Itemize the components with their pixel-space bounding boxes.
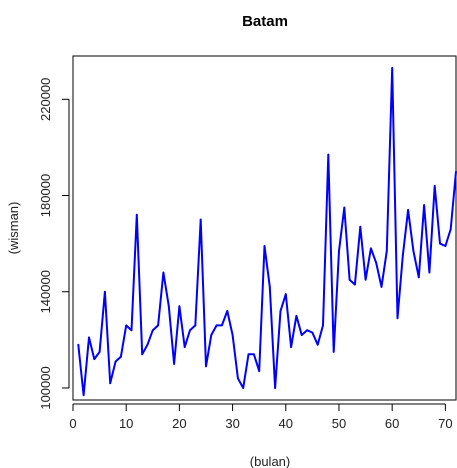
data-point [263, 245, 266, 247]
data-point [237, 377, 239, 380]
x-tick-label: 70 [438, 416, 452, 431]
data-point [396, 317, 399, 320]
data-point [146, 343, 149, 346]
series-line [77, 67, 457, 397]
data-point [439, 242, 441, 245]
series-layer [77, 67, 457, 397]
x-tick-label: 0 [69, 416, 76, 431]
data-point [449, 228, 452, 231]
data-point [354, 283, 356, 286]
data-point [433, 185, 436, 187]
data-point [322, 324, 324, 327]
y-tick-label: 100000 [38, 366, 53, 409]
data-point [311, 331, 314, 334]
data-point [407, 209, 410, 211]
data-point [167, 305, 170, 308]
data-point [178, 305, 181, 308]
data-point [88, 336, 90, 339]
data-point [444, 245, 447, 247]
x-tick-label: 30 [225, 416, 239, 431]
plot-frame [72, 55, 457, 401]
data-point [199, 218, 202, 221]
y-axis: 100000 140000 180000 220000 [38, 78, 70, 410]
data-point [114, 360, 117, 363]
data-point [274, 387, 277, 389]
data-point [210, 334, 213, 336]
data-point [369, 247, 372, 250]
data-point [82, 394, 85, 397]
x-axis: 0 10 20 30 40 50 60 70 [69, 403, 453, 431]
chart-title: Batam [242, 13, 288, 30]
data-point [348, 278, 351, 281]
data-point [135, 213, 138, 216]
data-point [98, 350, 101, 353]
data-point [157, 324, 160, 327]
data-point [279, 310, 282, 312]
data-point [401, 254, 404, 257]
data-point [375, 261, 378, 264]
data-point [343, 206, 346, 209]
data-point [130, 329, 133, 332]
data-point [412, 249, 415, 252]
data-point [109, 382, 112, 385]
x-axis-label: (bulan) [250, 454, 290, 468]
data-point [327, 153, 330, 156]
data-point [119, 355, 122, 358]
data-point [359, 225, 362, 228]
x-tick-label: 10 [119, 416, 133, 431]
data-point [125, 324, 128, 327]
data-point [162, 271, 165, 274]
data-point [151, 329, 154, 332]
data-point [385, 249, 388, 252]
data-point [215, 324, 218, 327]
data-point [306, 329, 308, 332]
y-tick-label: 220000 [38, 78, 53, 121]
data-point [104, 290, 106, 293]
data-point [205, 365, 207, 368]
data-point [455, 170, 457, 173]
data-point [316, 343, 319, 346]
data-point [290, 346, 292, 348]
y-tick-label: 180000 [38, 174, 53, 217]
data-point [284, 293, 287, 296]
data-point [268, 286, 271, 288]
data-point [258, 370, 261, 373]
data-point [242, 387, 245, 389]
x-tick-label: 40 [279, 416, 293, 431]
data-point [295, 314, 298, 317]
data-point [247, 353, 250, 356]
data-point [391, 67, 394, 69]
data-point [300, 334, 303, 336]
data-point [93, 358, 96, 361]
x-tick-label: 60 [385, 416, 399, 431]
data-point [380, 286, 383, 288]
data-point [338, 249, 340, 252]
x-tick-label: 20 [172, 416, 186, 431]
data-point [417, 276, 420, 279]
data-point [183, 346, 186, 348]
data-point [364, 278, 367, 281]
data-point [252, 353, 255, 356]
data-point [77, 343, 80, 346]
data-point [226, 310, 229, 312]
data-point [423, 204, 425, 207]
y-axis-label: (wisman) [6, 202, 21, 255]
data-point [231, 334, 234, 336]
data-point [428, 271, 431, 274]
x-tick-label: 50 [332, 416, 346, 431]
y-tick-label: 140000 [38, 270, 53, 313]
data-point [194, 324, 197, 327]
data-point [332, 350, 335, 353]
data-point [221, 324, 223, 327]
data-point [173, 363, 175, 365]
data-point [189, 329, 191, 332]
data-point [141, 353, 144, 356]
